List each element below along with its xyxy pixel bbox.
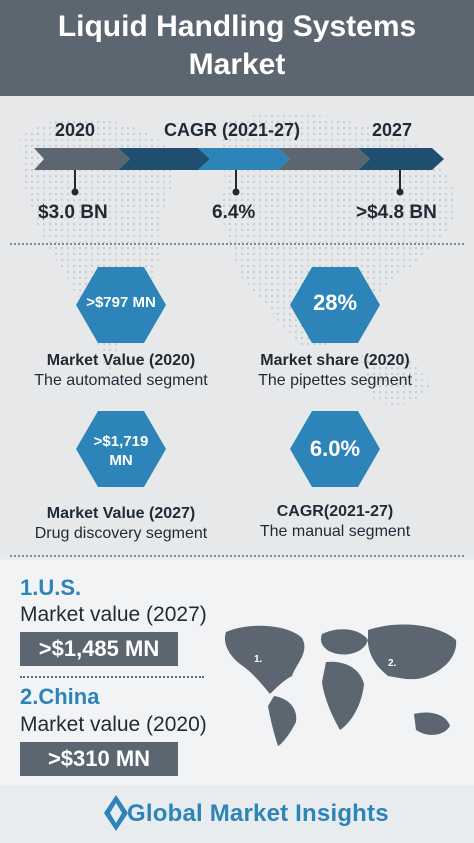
map-africa [322, 661, 364, 730]
region-value-china: >$310 MN [20, 742, 178, 776]
map-australia [414, 712, 450, 735]
stat-title-pipettes: Market share (2020) [260, 352, 410, 369]
region-name-china: 2.China [20, 684, 100, 709]
map-europe [320, 629, 368, 655]
timeline-arrow-bar [34, 148, 444, 196]
divider-2 [10, 555, 464, 557]
divider-1 [10, 243, 464, 245]
region-value-us: >$1,485 MN [20, 632, 178, 666]
hexagon-pipettes-segment [290, 267, 380, 343]
stat-value-automated: >$797 MN [86, 294, 156, 311]
map-north-america [224, 625, 305, 694]
stat-title-automated: Market Value (2020) [46, 352, 196, 369]
timeline-segment-2 [118, 148, 210, 170]
page-title: Liquid Handling Systems Market [0, 8, 474, 84]
stat-value-drug-discovery-line-1: >$1,719 [93, 433, 149, 450]
map-marker-china: 2. [388, 658, 397, 669]
stat-value-drug-discovery: >$1,719 MN [76, 432, 166, 470]
region-name-us: 1.U.S. [20, 575, 82, 600]
map-south-america [268, 696, 297, 746]
timeline-pin-dot-1 [71, 188, 79, 196]
timeline-segment-3 [198, 148, 290, 170]
timeline-year-2020: 2020 [55, 120, 96, 140]
brand-name: Global Market Insights [127, 800, 389, 827]
brand-logo-icon [104, 795, 128, 831]
stat-subtitle-manual: The manual segment [259, 523, 411, 540]
stat-value-drug-discovery-line-2: MN [109, 452, 133, 469]
stat-title-manual: CAGR(2021-27) [276, 503, 394, 520]
hexagon-manual-segment [290, 411, 380, 487]
title-line-2: Market [188, 48, 286, 81]
timeline-pin-dot-3 [396, 188, 404, 196]
footer [0, 785, 474, 843]
timeline-year-2027: 2027 [372, 120, 413, 140]
hexagon-automated-segment [76, 267, 166, 343]
stat-subtitle-automated: The automated segment [34, 372, 208, 389]
timeline-value-2020: $3.0 BN [38, 202, 108, 223]
timeline-pin-dot-2 [232, 188, 240, 196]
hexagon-drug-discovery-segment [76, 411, 166, 487]
header-banner [0, 0, 474, 96]
timeline-value-2027: >$4.8 BN [356, 202, 437, 223]
region-label-china: Market value (2020) [20, 713, 207, 736]
stat-value-manual: 6.0% [309, 436, 361, 461]
timeline-segment-1 [34, 148, 130, 170]
timeline-segment-4 [278, 148, 370, 170]
stat-title-drug-discovery: Market Value (2027) [46, 505, 196, 522]
world-map: 1. 2. [224, 624, 457, 746]
region-divider [20, 676, 204, 678]
title-line-1: Liquid Handling Systems [57, 10, 417, 43]
map-asia [368, 624, 457, 680]
stat-value-pipettes: 28% [312, 290, 358, 315]
stat-subtitle-pipettes: The pipettes segment [258, 372, 412, 389]
stat-hexagons [76, 267, 380, 487]
map-marker-us: 1. [254, 654, 263, 665]
stat-subtitle-drug-discovery: Drug discovery segment [34, 525, 208, 542]
timeline-cagr-label: CAGR (2021-27) [164, 120, 301, 140]
timeline-segment-5 [358, 148, 444, 170]
region-label-us: Market value (2027) [20, 603, 207, 626]
timeline-value-cagr: 6.4% [212, 202, 256, 223]
